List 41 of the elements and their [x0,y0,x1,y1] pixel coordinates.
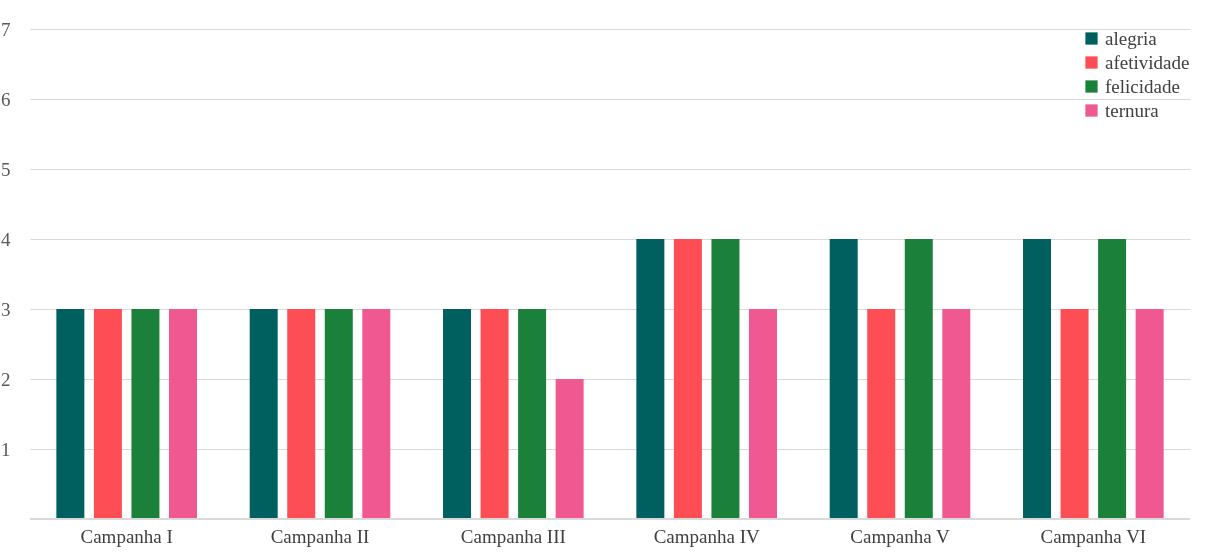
bar [636,239,665,519]
bar [362,309,391,519]
bar [904,239,933,519]
x-tick-label: Campanha III [460,525,566,547]
bar [867,309,896,519]
bar [748,309,777,519]
x-tick-label: Campanha II [270,525,370,547]
legend-label: afetividade [1105,51,1190,73]
bar [324,309,353,519]
bar [711,239,740,519]
legend-label: ternura [1105,99,1160,121]
bar [1060,309,1089,519]
legend-label: felicidade [1105,75,1180,97]
bar [443,309,472,519]
bar [1023,239,1052,519]
y-tick-label: 1 [1,438,11,460]
bar [1098,239,1127,519]
bar [93,309,122,519]
y-tick-label: 6 [1,88,11,110]
bar [480,309,509,519]
bar [1135,309,1164,519]
bar [249,309,278,519]
bar [168,309,197,519]
y-tick-label: 5 [1,158,11,180]
x-tick-label: Campanha V [850,525,950,547]
bar [942,309,971,519]
y-tick-label: 3 [1,298,11,320]
bar [518,309,547,519]
x-tick-label: Campanha VI [1040,525,1147,547]
x-tick-label: Campanha I [80,525,173,547]
y-tick-label: 2 [1,368,11,390]
bar [673,239,702,519]
y-tick-label: 7 [1,18,11,40]
y-tick-label: 4 [1,228,11,250]
bar [56,309,85,519]
bar [131,309,160,519]
bar [555,379,584,519]
x-tick-label: Campanha IV [653,525,760,547]
bar [829,239,858,519]
legend-label: alegria [1105,27,1158,49]
bar [287,309,316,519]
